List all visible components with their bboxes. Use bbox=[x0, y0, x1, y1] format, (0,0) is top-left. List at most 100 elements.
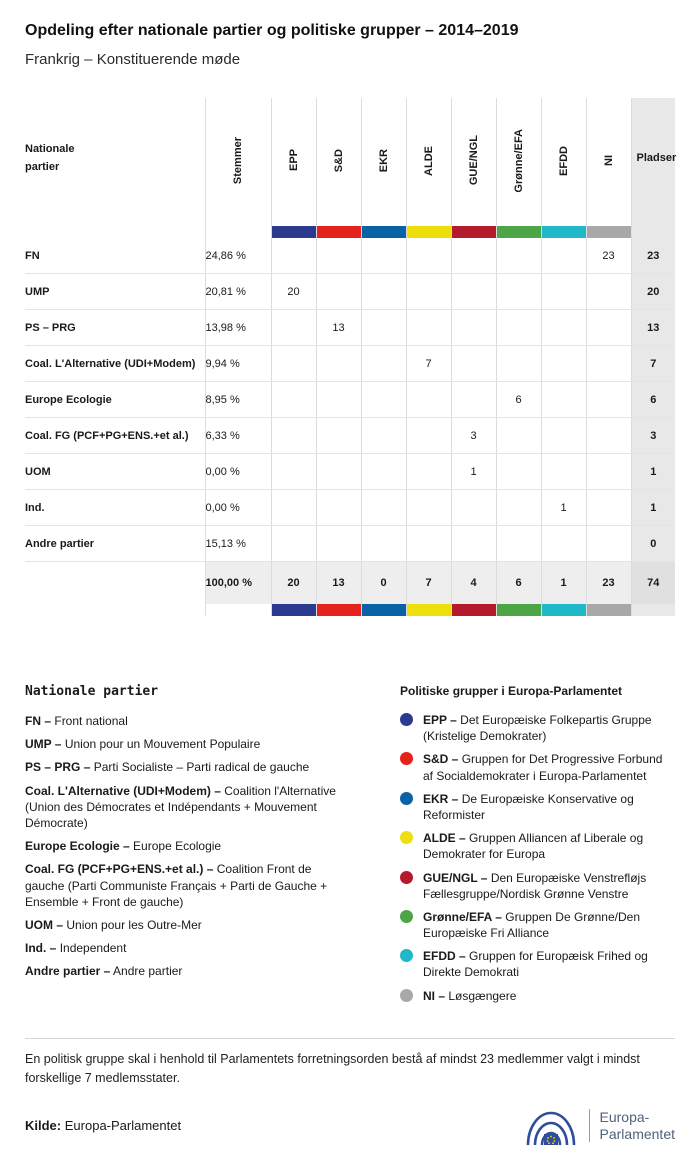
column-header-ekr: EKR bbox=[360, 98, 406, 226]
group-value-cell bbox=[585, 273, 631, 310]
stemmer-value: 9,94 % bbox=[204, 345, 271, 382]
total-group-value: 20 bbox=[270, 561, 316, 604]
party-abbr: PS – PRG – bbox=[25, 760, 91, 775]
party-abbr: Coal. L'Alternative (UDI+Modem) – bbox=[25, 783, 221, 798]
group-value-cell: 23 bbox=[585, 238, 631, 274]
party-name: Europe Ecologie bbox=[25, 381, 205, 418]
group-value-cell bbox=[495, 525, 541, 562]
party-name: UMP bbox=[25, 273, 205, 310]
gue-ngl-color-dot bbox=[400, 870, 413, 884]
group-value-cell bbox=[405, 273, 451, 310]
group-desc: Gruppen Alliancen af Liberale og Demokra… bbox=[423, 831, 644, 862]
efdd-color-bar bbox=[540, 604, 586, 616]
party-name: Coal. FG (PCF+PG+ENS.+et al.) bbox=[25, 417, 205, 454]
group-value-cell bbox=[540, 309, 586, 346]
group-value-cell bbox=[450, 273, 496, 310]
group-value-cell bbox=[495, 273, 541, 310]
stemmer-value: 0,00 % bbox=[204, 489, 271, 526]
legend-group-item: GUE/NGL – Den Europæiske Venstrefløjs Fæ… bbox=[400, 870, 675, 902]
group-value-cell bbox=[495, 309, 541, 346]
group-value-cell bbox=[270, 345, 316, 382]
group-value-cell bbox=[495, 489, 541, 526]
legend-party-item: Ind. – Independent bbox=[25, 940, 345, 956]
pladser-column-header-label: Pladser bbox=[636, 151, 677, 164]
group-value-cell bbox=[405, 525, 451, 562]
legend-group-item: S&D – Gruppen for Det Progressive Forbun… bbox=[400, 751, 675, 783]
pladser-value: 7 bbox=[630, 345, 675, 382]
table-row: Europe Ecologie 8,95 % 6 6 bbox=[25, 381, 675, 418]
legend-party-item: Andre partier – Andre partier bbox=[25, 963, 345, 979]
party-column-header-label: Nationale partier bbox=[25, 142, 75, 173]
party-abbr: Andre partier – bbox=[25, 964, 111, 979]
group-value-cell bbox=[405, 489, 451, 526]
table-row: UMP 20,81 % 20 20 bbox=[25, 273, 675, 310]
group-abbr: S&D – bbox=[423, 752, 459, 767]
source-value: Europa-Parlamentet bbox=[64, 1118, 182, 1133]
stemmer-value: 13,98 % bbox=[204, 309, 271, 346]
gronne-efa-color-dot bbox=[400, 909, 413, 923]
national-parties-legend: Nationale partier FN – Front national UM… bbox=[25, 684, 375, 986]
group-value-cell bbox=[540, 525, 586, 562]
group-value-cell bbox=[585, 309, 631, 346]
group-color-bar-top bbox=[25, 226, 675, 238]
legend-group-item: Grønne/EFA – Gruppen De Grønne/Den Europ… bbox=[400, 909, 675, 941]
party-name: Ind. bbox=[25, 489, 205, 526]
group-value-cell bbox=[270, 417, 316, 454]
group-value-cell bbox=[270, 453, 316, 490]
group-value-cell bbox=[585, 489, 631, 526]
legend-group-item: EKR – De Europæiske Konservative og Refo… bbox=[400, 791, 675, 823]
stemmer-value: 20,81 % bbox=[204, 273, 271, 310]
empty-cell bbox=[630, 226, 675, 238]
group-value-cell bbox=[450, 309, 496, 346]
party-desc: Union pour les Outre-Mer bbox=[66, 917, 202, 932]
gronne-efa-color-bar bbox=[495, 226, 541, 238]
empty-cell bbox=[630, 604, 675, 616]
group-desc: Det Europæiske Folkepartis Gruppe (Krist… bbox=[423, 713, 652, 744]
group-value-cell bbox=[585, 525, 631, 562]
sd-color-bar bbox=[315, 226, 361, 238]
group-value-cell bbox=[360, 489, 406, 526]
party-abbr: UOM – bbox=[25, 917, 64, 932]
group-value-cell bbox=[450, 345, 496, 382]
column-header-alde: ALDE bbox=[405, 98, 451, 226]
table-header-row: Nationale partier Stemmer EPP S&D EKR AL… bbox=[25, 98, 677, 226]
group-value-cell: 6 bbox=[495, 381, 541, 418]
table-row: UOM 0,00 % 1 1 bbox=[25, 453, 675, 490]
group-value-cell bbox=[585, 345, 631, 382]
party-desc: Europe Ecologie bbox=[133, 839, 222, 854]
results-table: Nationale partier Stemmer EPP S&D EKR AL… bbox=[25, 98, 677, 616]
stemmer-value: 24,86 % bbox=[204, 238, 271, 274]
group-value-cell bbox=[540, 453, 586, 490]
total-group-value: 7 bbox=[405, 561, 451, 604]
column-header-gronne-efa: Grønne/EFA bbox=[495, 98, 541, 226]
group-value-cell bbox=[270, 309, 316, 346]
group-value-cell bbox=[315, 345, 361, 382]
table-row: FN 24,86 % 23 23 bbox=[25, 238, 675, 274]
group-value-cell bbox=[315, 273, 361, 310]
party-column-header: Nationale partier bbox=[25, 98, 205, 226]
group-desc: Gruppen for Europæisk Frihed og Direkte … bbox=[423, 949, 648, 980]
group-value-cell bbox=[315, 417, 361, 454]
group-color-bar-bottom bbox=[25, 604, 675, 616]
group-value-cell: 1 bbox=[450, 453, 496, 490]
pladser-value: 0 bbox=[630, 525, 675, 562]
group-abbr: EKR – bbox=[423, 791, 459, 806]
group-value-cell bbox=[315, 381, 361, 418]
group-value-cell bbox=[585, 381, 631, 418]
legend-party-item: PS – PRG – Parti Socialiste – Parti radi… bbox=[25, 759, 345, 775]
legend-group-item: EPP – Det Europæiske Folkepartis Gruppe … bbox=[400, 712, 675, 744]
pladser-value: 3 bbox=[630, 417, 675, 454]
pladser-value: 23 bbox=[630, 238, 675, 274]
group-value-cell: 13 bbox=[315, 309, 361, 346]
table-row: Ind. 0,00 % 1 1 bbox=[25, 489, 675, 526]
logo-line-2: Parlamentet bbox=[599, 1125, 675, 1142]
party-desc: Front national bbox=[54, 714, 128, 728]
group-value-cell bbox=[270, 238, 316, 274]
stemmer-value: 6,33 % bbox=[204, 417, 271, 454]
source-text: Kilde: Europa-Parlamentet bbox=[25, 1118, 181, 1133]
group-value-cell bbox=[495, 453, 541, 490]
party-abbr: FN – bbox=[25, 714, 52, 728]
legend-group-item: ALDE – Gruppen Alliancen af Liberale og … bbox=[400, 830, 675, 862]
party-desc: Coalition Front de gauche (Parti Communi… bbox=[25, 862, 328, 909]
group-value-cell bbox=[315, 489, 361, 526]
